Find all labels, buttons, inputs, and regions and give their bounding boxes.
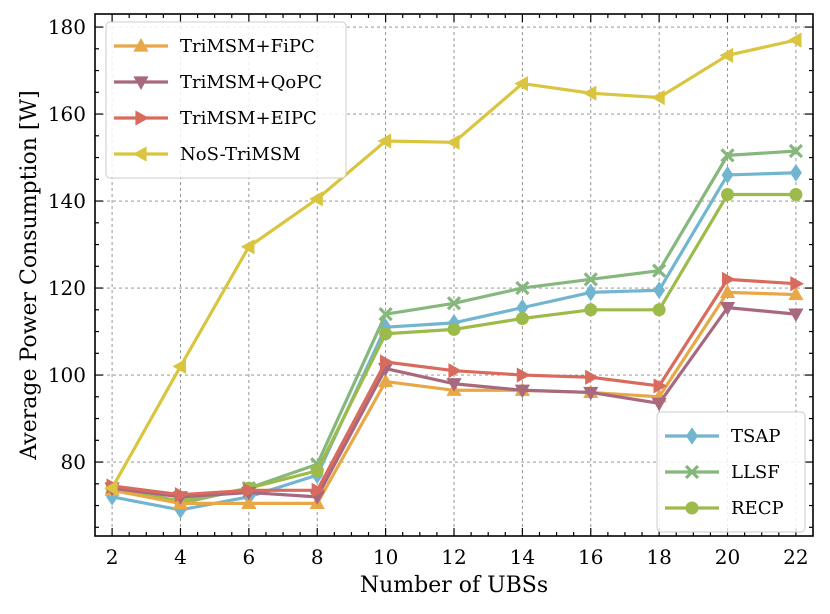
data-point [309, 191, 323, 207]
data-point [446, 378, 462, 392]
y-tick-labels: 80 100 120 140 160 180 [48, 15, 86, 474]
data-point [788, 143, 804, 159]
x-tick-label: 12 [441, 545, 466, 569]
legend-marker [686, 427, 698, 445]
data-point [516, 298, 529, 317]
axis-ticks [95, 14, 813, 536]
data-point [787, 32, 802, 48]
data-point [582, 85, 597, 101]
data-point [446, 296, 462, 311]
x-tick-label: 16 [578, 545, 603, 569]
data-point [721, 188, 735, 202]
series-layer [104, 32, 804, 519]
data-point [311, 482, 326, 498]
legend-label: TriMSM+QoPC [180, 72, 322, 93]
data-point [789, 188, 803, 202]
x-tick-label: 18 [646, 545, 671, 569]
data-point [789, 163, 802, 182]
data-point [652, 303, 666, 317]
data-point [719, 302, 736, 316]
legend-label: TSAP [731, 426, 780, 447]
data-point [310, 464, 324, 478]
data-point [721, 271, 736, 287]
data-point [514, 76, 528, 92]
data-point [377, 133, 392, 149]
data-point [584, 303, 598, 317]
data-point [104, 480, 118, 496]
data-point [788, 286, 804, 301]
data-point [446, 134, 460, 150]
data-point [721, 166, 734, 184]
legend-marker [133, 76, 149, 90]
data-point [653, 281, 666, 300]
data-point [378, 373, 394, 388]
legend-label: RECP [731, 498, 784, 519]
legend-label: LLSF [731, 462, 780, 483]
x-tick-label: 6 [242, 545, 255, 569]
data-point [583, 272, 598, 287]
x-tick-label: 22 [783, 545, 808, 569]
data-point [516, 367, 531, 383]
legend-marker [685, 501, 699, 515]
data-point [720, 148, 735, 163]
x-tick-label: 10 [373, 545, 398, 569]
y-tick-label: 140 [48, 189, 86, 213]
data-point [106, 488, 119, 506]
x-tick-label: 2 [106, 545, 119, 569]
data-point [515, 312, 529, 325]
data-point [379, 327, 393, 341]
x-tick-label: 20 [715, 545, 740, 569]
legend-box [105, 21, 347, 179]
data-point [448, 363, 462, 379]
data-point [583, 386, 599, 401]
data-point [243, 482, 257, 498]
y-tick-label: 100 [48, 363, 86, 387]
data-point [651, 89, 665, 106]
data-point [515, 280, 530, 296]
legend-marker [133, 38, 149, 52]
legend-label: TriMSM+FiPC [180, 36, 315, 57]
data-point [240, 239, 255, 255]
y-tick-label: 160 [48, 102, 86, 126]
data-point [788, 308, 804, 323]
legend-label: TriMSM+EIPC [180, 108, 317, 129]
x-tick-label: 8 [311, 545, 324, 569]
legend-top-left: TriMSM+FiPC TriMSM+QoPC TriMSM+EIPC NoS-Tri… [105, 21, 347, 179]
data-point [380, 354, 394, 370]
legend-marker [684, 464, 700, 480]
x-tick-labels: 2 4 6 8 10 12 14 16 18 20 22 [106, 545, 809, 569]
data-point [584, 283, 597, 302]
data-point [447, 322, 461, 336]
series-nos-trimsm [104, 32, 802, 496]
y-tick-label: 120 [48, 276, 86, 300]
data-point [585, 369, 599, 385]
data-point [719, 47, 734, 63]
data-point [719, 284, 736, 298]
data-point [378, 307, 393, 322]
y-tick-label: 180 [48, 15, 86, 39]
data-point [174, 487, 189, 503]
legend-bottom-right: TSAP LLSF RECP [656, 411, 806, 533]
data-point [651, 397, 667, 412]
data-point [790, 276, 804, 292]
data-point [653, 378, 668, 394]
data-point [241, 495, 257, 509]
legend-marker [135, 110, 149, 126]
data-point [172, 358, 187, 374]
y-axis-label: Average Power Consumption [W] [17, 90, 42, 460]
x-axis-label: Number of UBSs [360, 573, 548, 598]
data-point [514, 384, 530, 399]
x-tick-label: 14 [510, 545, 535, 569]
legend-marker [133, 146, 147, 162]
x-tick-label: 4 [174, 545, 187, 569]
y-tick-label: 80 [61, 450, 86, 474]
legend-label: NoS-TriMSM [180, 144, 301, 165]
data-point [652, 263, 667, 278]
